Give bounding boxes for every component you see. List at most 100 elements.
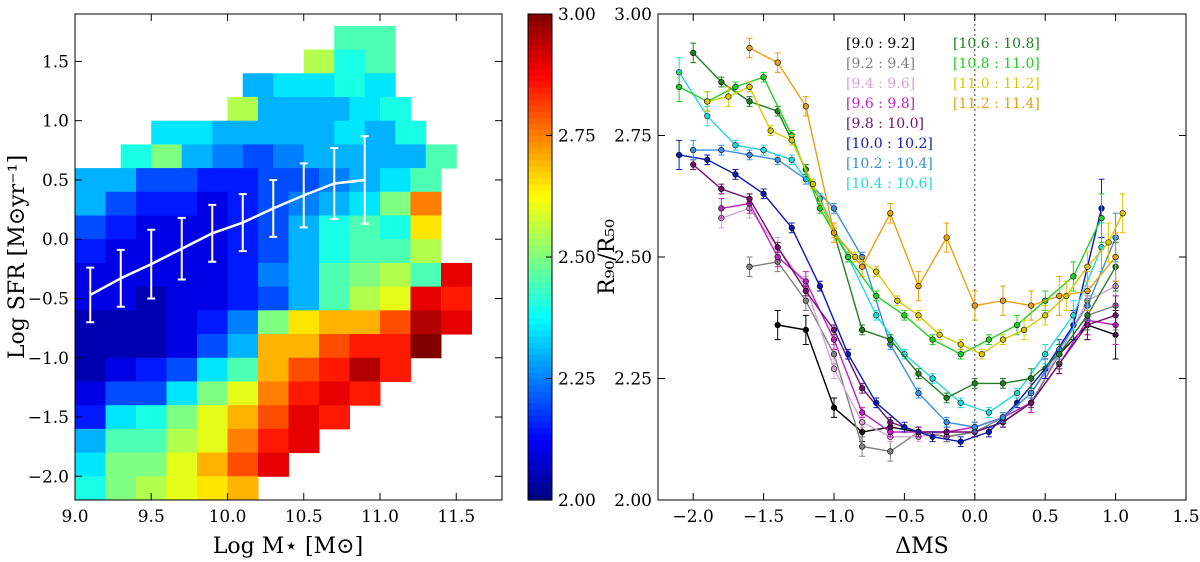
heatmap-cell <box>380 215 411 240</box>
data-point <box>859 326 866 334</box>
data-point <box>830 326 838 334</box>
heatmap-cell <box>258 357 289 382</box>
data-point <box>1084 263 1091 270</box>
colorbar-step <box>528 105 552 112</box>
colorbar-step <box>528 451 552 459</box>
legend-entry: [9.0 : 9.2] <box>846 36 915 52</box>
colorbar-step <box>528 281 552 288</box>
colorbar-step <box>528 402 552 410</box>
colorbar-tick-label: 2.00 <box>558 491 596 511</box>
data-point <box>830 336 838 343</box>
data-point <box>774 321 781 329</box>
ms-median-line <box>89 178 365 297</box>
colorbar-step <box>528 433 552 440</box>
data-point <box>887 336 894 343</box>
heatmap-cell <box>395 144 427 169</box>
heatmap-cell <box>303 49 335 74</box>
ms-error-bar <box>86 266 95 324</box>
heatmap-cell <box>288 239 320 264</box>
data-point <box>999 336 1007 343</box>
colorbar-step <box>528 311 552 319</box>
data-point <box>901 312 908 319</box>
heatmap-cell <box>288 357 320 382</box>
data-point <box>957 399 964 406</box>
data-point <box>830 205 838 212</box>
data-point <box>999 414 1007 421</box>
colorbar-step <box>528 257 552 264</box>
heatmap-cell <box>288 405 320 430</box>
colorbar-label: R₉₀/R₅₀ <box>595 219 620 295</box>
colorbar-step <box>528 123 552 131</box>
heatmap-cell <box>349 381 381 406</box>
colorbar-step <box>528 348 552 355</box>
heatmap-cell <box>258 239 289 264</box>
data-point <box>887 210 894 217</box>
data-point <box>915 312 922 319</box>
legend-entry: [10.4 : 10.6] <box>846 176 933 192</box>
heatmap-cell <box>410 334 442 359</box>
colorbar-step <box>528 293 552 301</box>
heatmap-cell <box>349 310 381 335</box>
colorbar-step <box>528 202 552 209</box>
colorbar-step <box>528 68 552 76</box>
colorbar-step <box>528 396 552 404</box>
data-point <box>957 341 964 348</box>
heatmap-cell <box>410 239 442 264</box>
data-point <box>957 438 964 445</box>
heatmap-cell <box>288 428 320 454</box>
data-point <box>943 394 950 402</box>
colorbar-step <box>528 226 552 234</box>
data-point <box>704 98 711 105</box>
colorbar-tick-label: 2.75 <box>558 127 596 147</box>
data-point <box>999 297 1007 304</box>
heatmap-cell <box>136 334 167 359</box>
heatmap-cell <box>380 262 411 288</box>
data-point <box>746 263 753 270</box>
heatmap-cell <box>212 120 244 145</box>
ms-error-bar <box>299 162 308 229</box>
data-point <box>1028 302 1035 309</box>
heatmap-cell <box>349 286 381 311</box>
x-tick-label: −0.5 <box>884 507 925 527</box>
heatmap-cell <box>410 215 442 240</box>
data-point <box>1042 351 1049 358</box>
colorbar-step <box>528 38 552 45</box>
heatmap-cell <box>181 120 213 145</box>
colorbar-step <box>528 208 552 216</box>
heatmap-cell <box>380 96 411 122</box>
heatmap-cell <box>75 334 106 359</box>
data-point <box>873 292 880 299</box>
data-point <box>901 424 908 431</box>
colorbar-step <box>528 153 552 161</box>
data-point <box>774 244 781 251</box>
data-point <box>746 98 753 105</box>
data-point <box>1013 389 1021 397</box>
colorbar-step <box>528 80 552 88</box>
heatmap-x-axis-label: Log M⋆ [M⊙] <box>213 534 363 559</box>
colorbar-step <box>528 275 552 282</box>
heatmap-cell <box>258 405 289 430</box>
heatmap-cell <box>380 286 411 311</box>
heatmap-cell <box>227 334 259 359</box>
heatmap-cells <box>75 25 472 501</box>
heatmap-cell <box>364 49 396 74</box>
heatmap-cell <box>288 286 320 311</box>
heatmap-cell <box>425 144 457 169</box>
colorbar-step <box>528 26 552 33</box>
heatmap-y-axis-label: Log SFR [M⊙yr⁻¹] <box>5 155 30 359</box>
heatmap-cell <box>166 452 198 477</box>
data-point <box>802 287 809 295</box>
heatmap-cell <box>197 381 228 406</box>
heatmap-cell <box>334 73 366 98</box>
heatmap-cell <box>334 25 366 51</box>
heatmap-cell <box>441 286 472 311</box>
data-point <box>985 428 992 436</box>
heatmap-cell <box>227 405 259 430</box>
heatmap-cell <box>197 334 228 359</box>
data-point <box>746 195 753 202</box>
legend-entry: [11.0 : 11.2] <box>953 76 1040 92</box>
heatmap-cell <box>166 476 198 501</box>
heatmap-cell <box>151 120 183 145</box>
legend-entry: [9.8 : 10.0] <box>846 116 924 132</box>
heatmap-cell <box>105 334 137 359</box>
